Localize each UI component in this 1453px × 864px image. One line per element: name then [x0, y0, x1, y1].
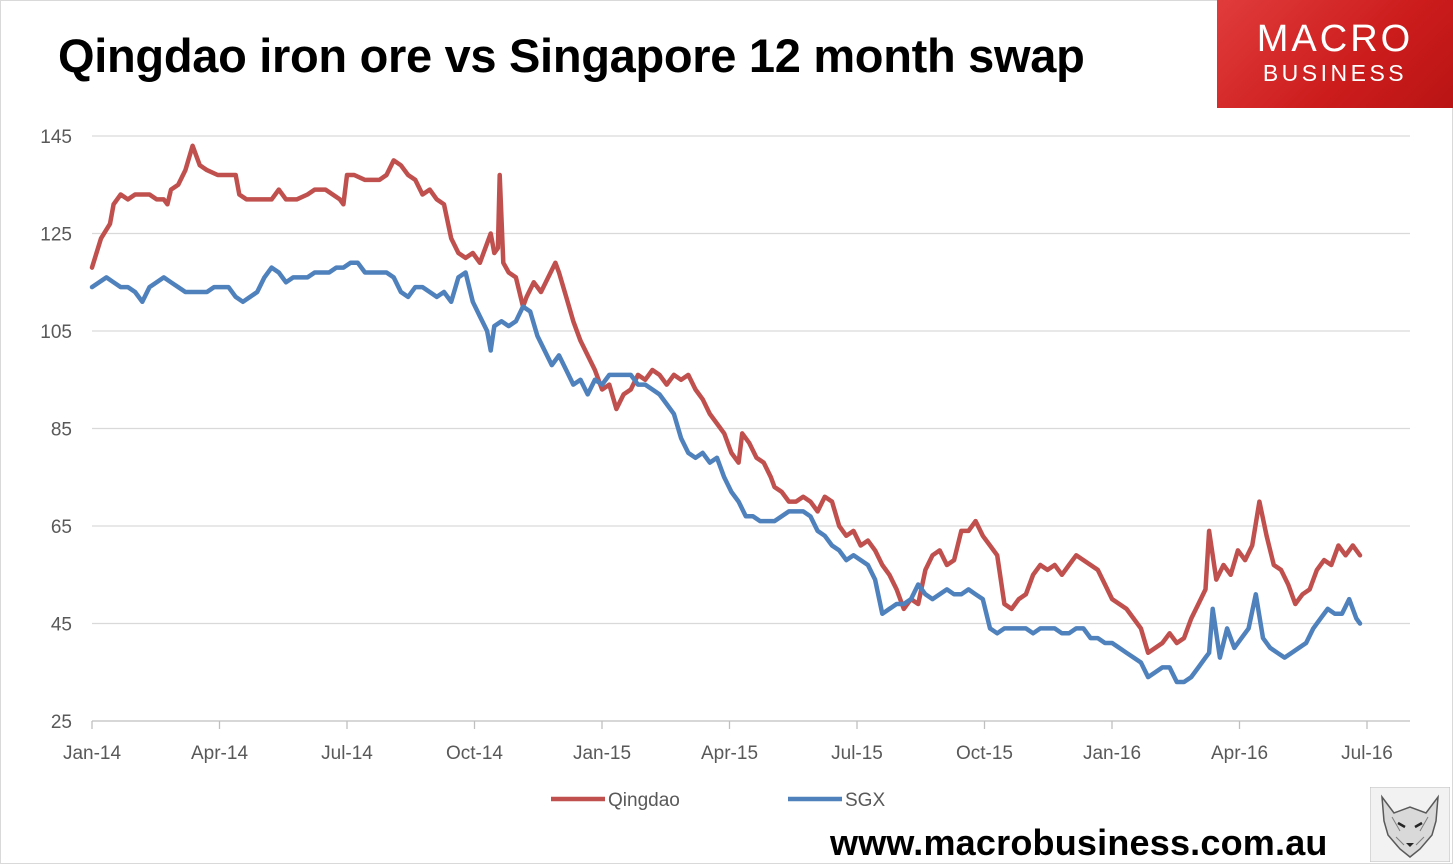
y-axis-tick-labels: 25 45 65 85 105 125 145: [40, 127, 72, 733]
x-tick-label: Apr-14: [191, 743, 248, 764]
y-tick-label: 45: [51, 615, 72, 636]
legend: Qingdao SGX: [551, 790, 885, 811]
x-axis: Jan-14 Apr-14 Jul-14 Oct-14 Jan-15 Apr-15 Jul-…: [63, 720, 1410, 764]
x-tick-label: Jan-15: [573, 743, 631, 764]
website-url[interactable]: www.macrobusiness.com.au: [830, 822, 1328, 863]
x-tick-label: Jul-16: [1341, 743, 1393, 764]
y-tick-label: 85: [51, 420, 72, 441]
series-lines: [89, 143, 1363, 685]
x-tick-label: Apr-15: [701, 743, 758, 764]
x-tick-label: Jan-14: [63, 743, 122, 764]
y-tick-label: 65: [51, 517, 72, 538]
y-tick-label: 125: [40, 225, 72, 246]
legend-label-qingdao: Qingdao: [608, 790, 680, 811]
x-tick-label: Jul-15: [831, 743, 883, 764]
y-tick-label: 25: [51, 712, 72, 733]
x-tick-label: Jan-16: [1083, 743, 1141, 764]
x-tick-label: Jul-14: [321, 743, 373, 764]
series-line-sgx: [89, 260, 1363, 685]
legend-label-sgx: SGX: [845, 790, 885, 811]
series-line-qingdao: [89, 143, 1363, 656]
x-tick-label: Oct-14: [446, 743, 503, 764]
logo-line-1: MACRO: [1256, 18, 1414, 60]
y-tick-label: 145: [40, 127, 72, 148]
x-tick-label: Oct-15: [956, 743, 1013, 764]
macrobusiness-logo[interactable]: MACRO BUSINESS: [1217, 0, 1453, 108]
wolf-icon: [1370, 787, 1450, 862]
chart-title: Qingdao iron ore vs Singapore 12 month s…: [58, 29, 1085, 82]
x-tick-label: Apr-16: [1211, 743, 1268, 764]
y-tick-label: 105: [40, 322, 72, 343]
logo-line-2: BUSINESS: [1262, 60, 1408, 86]
